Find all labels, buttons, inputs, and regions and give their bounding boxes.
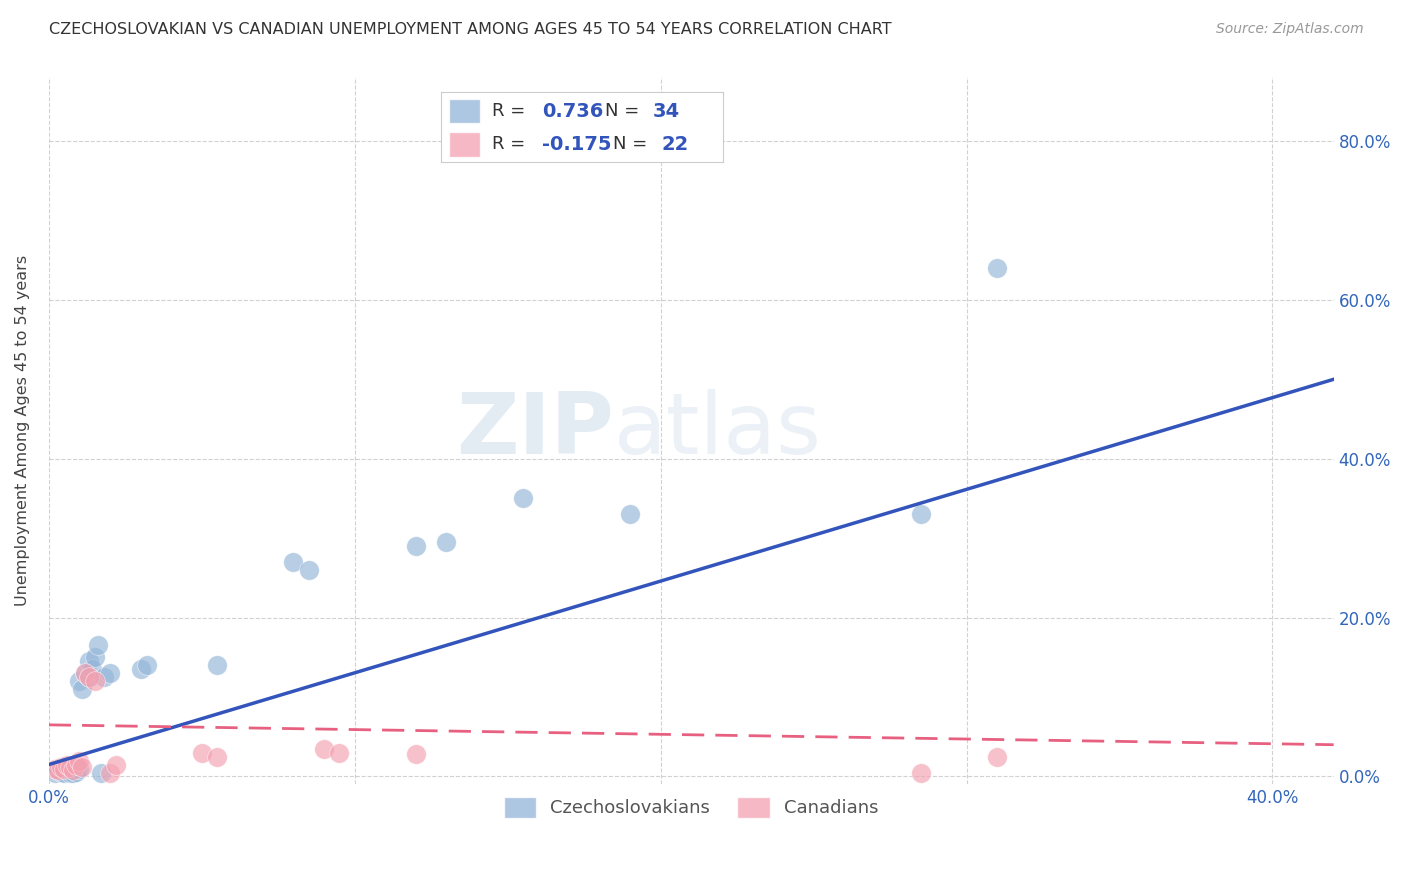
- Point: [83, 650, 105, 665]
- Point: [93, 670, 115, 684]
- Point: [59, 760, 82, 774]
- Point: [512, 491, 534, 506]
- Point: [44, 762, 66, 776]
- Point: [298, 563, 321, 577]
- Point: [53, 765, 76, 780]
- Point: [135, 658, 157, 673]
- Point: [90, 765, 112, 780]
- Point: [65, 762, 87, 776]
- Y-axis label: Unemployment Among Ages 45 to 54 years: Unemployment Among Ages 45 to 54 years: [15, 255, 30, 607]
- Point: [75, 666, 97, 681]
- Point: [986, 261, 1008, 276]
- Text: Source: ZipAtlas.com: Source: ZipAtlas.com: [1216, 22, 1364, 37]
- Point: [59, 765, 82, 780]
- Point: [62, 763, 84, 777]
- Point: [80, 662, 103, 676]
- Point: [83, 674, 105, 689]
- Point: [105, 757, 128, 772]
- Point: [67, 674, 90, 689]
- Point: [129, 662, 152, 676]
- Point: [86, 639, 108, 653]
- Point: [56, 757, 79, 772]
- Point: [405, 747, 427, 762]
- Point: [98, 765, 121, 780]
- Point: [328, 746, 350, 760]
- Point: [314, 741, 336, 756]
- Text: atlas: atlas: [614, 390, 823, 473]
- Point: [283, 555, 305, 569]
- Legend: Czechoslovakians, Canadians: Czechoslovakians, Canadians: [496, 789, 886, 825]
- Point: [65, 764, 87, 779]
- Text: ZIP: ZIP: [457, 390, 614, 473]
- Point: [44, 765, 66, 780]
- Point: [910, 508, 932, 522]
- Point: [67, 762, 90, 776]
- Point: [77, 670, 100, 684]
- Point: [49, 764, 72, 779]
- Point: [205, 658, 228, 673]
- Point: [619, 508, 641, 522]
- Point: [190, 746, 212, 760]
- Point: [77, 654, 100, 668]
- Point: [59, 763, 82, 777]
- Point: [405, 539, 427, 553]
- Point: [72, 682, 94, 697]
- Text: CZECHOSLOVAKIAN VS CANADIAN UNEMPLOYMENT AMONG AGES 45 TO 54 YEARS CORRELATION C: CZECHOSLOVAKIAN VS CANADIAN UNEMPLOYMENT…: [49, 22, 891, 37]
- Point: [986, 749, 1008, 764]
- Point: [62, 766, 84, 780]
- Point: [436, 535, 458, 549]
- Point: [53, 762, 76, 776]
- Point: [53, 762, 76, 776]
- Point: [56, 760, 79, 774]
- Point: [205, 749, 228, 764]
- Point: [46, 763, 69, 777]
- Point: [77, 670, 100, 684]
- Point: [65, 757, 87, 772]
- Point: [67, 754, 90, 768]
- Point: [72, 760, 94, 774]
- Point: [46, 763, 69, 777]
- Point: [910, 765, 932, 780]
- Point: [49, 760, 72, 774]
- Point: [75, 666, 97, 681]
- Point: [98, 666, 121, 681]
